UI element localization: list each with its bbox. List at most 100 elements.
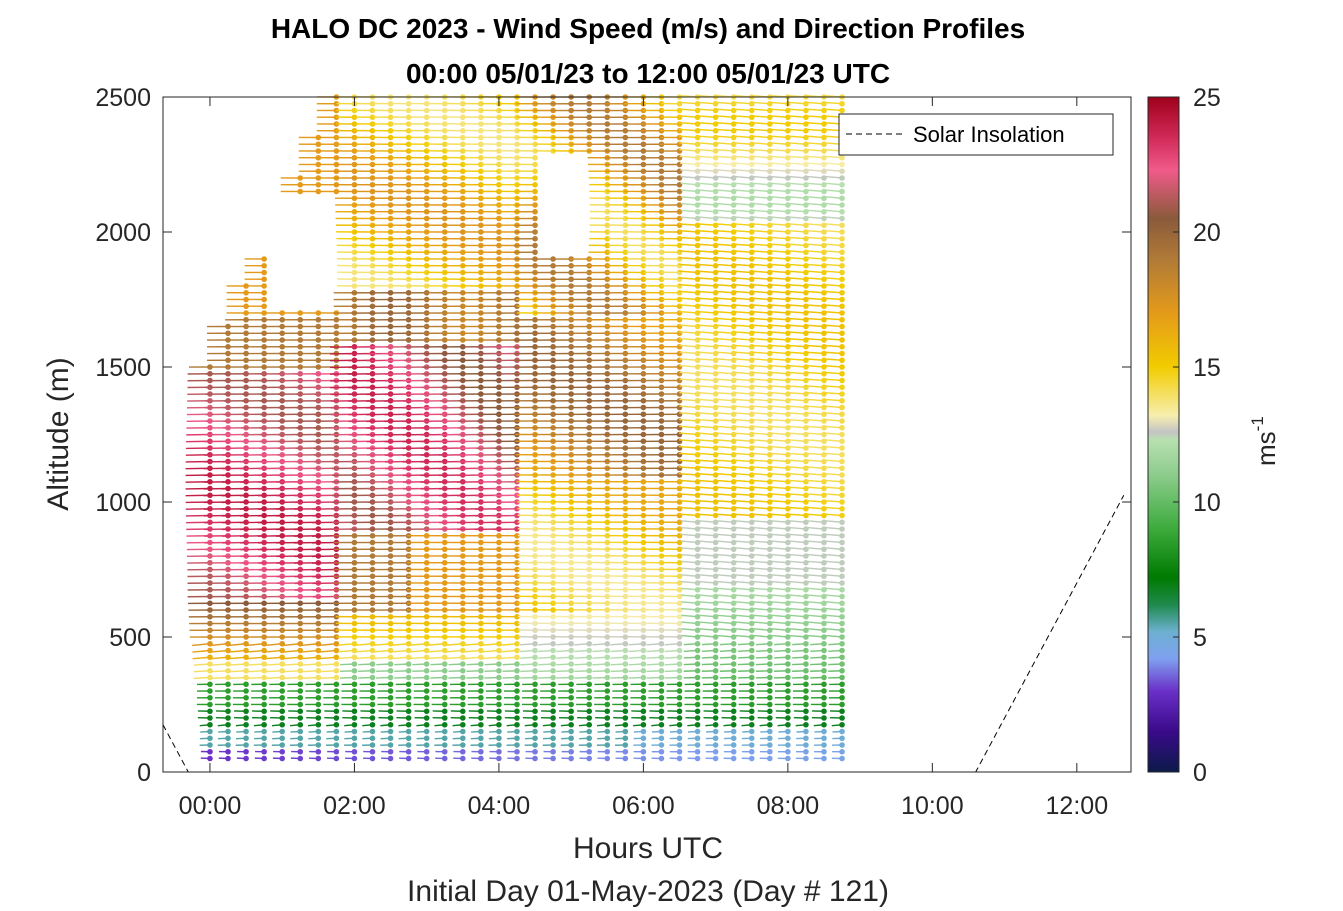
wind-barb-shaft bbox=[192, 649, 211, 653]
wind-barb-dot bbox=[261, 262, 267, 269]
wind-barb-dot bbox=[279, 661, 285, 667]
wind-barb-dot bbox=[333, 688, 340, 694]
wind-barb-dot bbox=[478, 688, 484, 694]
wind-barb-dot bbox=[532, 647, 538, 654]
wind-barb-dot bbox=[694, 640, 701, 647]
wind-barb-dot bbox=[550, 647, 556, 654]
wind-barb-dot bbox=[478, 121, 484, 127]
wind-barb-dot bbox=[550, 755, 556, 762]
wind-barb-dot bbox=[459, 701, 466, 708]
wind-barb-dot bbox=[315, 748, 322, 755]
wind-barb-shaft bbox=[210, 656, 229, 660]
wind-barb-dot bbox=[568, 721, 574, 728]
wind-barb-dot bbox=[478, 708, 484, 715]
wind-barb-dot bbox=[459, 640, 466, 647]
wind-barb-dot bbox=[369, 735, 376, 742]
wind-barb-dot bbox=[622, 688, 629, 694]
wind-barb-dot bbox=[225, 742, 231, 748]
wind-barb-dot bbox=[405, 742, 412, 748]
wind-barb-dot bbox=[622, 701, 629, 708]
wind-barb-dot bbox=[405, 647, 412, 654]
wind-barb-dot bbox=[441, 114, 448, 121]
wind-barb-dot bbox=[243, 715, 249, 721]
wind-barb-dot bbox=[676, 728, 683, 735]
chart-title-line1: HALO DC 2023 - Wind Speed (m/s) and Dire… bbox=[271, 13, 1025, 44]
wind-barb-dot bbox=[225, 755, 231, 762]
wind-barb-dot bbox=[478, 127, 484, 134]
wind-barb-dot bbox=[459, 114, 466, 121]
wind-barb-dot bbox=[550, 715, 556, 721]
wind-barb-dot bbox=[243, 681, 249, 688]
wind-barb-dot bbox=[604, 748, 611, 755]
wind-barb-dot bbox=[243, 748, 249, 755]
wind-barb-dot bbox=[514, 640, 520, 647]
wind-barb-dot bbox=[279, 701, 285, 708]
wind-barb-dot bbox=[550, 674, 556, 681]
wind-barb-dot bbox=[532, 755, 538, 762]
wind-barb-dot bbox=[604, 721, 611, 728]
wind-barb-dot bbox=[604, 667, 611, 674]
wind-barb-dot bbox=[387, 100, 394, 107]
wind-barb-dot bbox=[676, 620, 683, 627]
wind-barb-dot bbox=[496, 735, 502, 742]
wind-barb-dot bbox=[532, 721, 538, 728]
wind-barb-dot bbox=[640, 721, 647, 728]
wind-barb-dot bbox=[478, 154, 484, 161]
wind-barb-dot bbox=[369, 654, 376, 661]
wind-barb-dot bbox=[279, 728, 285, 735]
wind-barb-dot bbox=[405, 715, 412, 721]
wind-barb-dot bbox=[243, 701, 249, 708]
wind-barb-dot bbox=[369, 708, 376, 715]
wind-barb-dot bbox=[694, 688, 701, 694]
wind-barb-dot bbox=[297, 667, 304, 674]
wind-barb-dot bbox=[405, 100, 412, 107]
wind-barb-dot bbox=[315, 674, 322, 681]
wind-barb-dot bbox=[261, 269, 267, 276]
wind-barb-dot bbox=[586, 647, 593, 654]
wind-barb-dot bbox=[351, 276, 358, 283]
wind-barb-dot bbox=[333, 728, 340, 735]
wind-barb-dot bbox=[405, 107, 412, 114]
wind-barb-dot bbox=[586, 728, 593, 735]
wind-barb-dot bbox=[586, 708, 593, 715]
wind-barb-dot bbox=[694, 613, 701, 620]
wind-barb-dot bbox=[550, 708, 556, 715]
wind-barb-dot bbox=[514, 654, 520, 661]
wind-barb-dot bbox=[532, 708, 538, 715]
wind-barb-dot bbox=[405, 728, 412, 735]
wind-barb-dot bbox=[496, 694, 502, 701]
wind-barb-dot bbox=[441, 742, 448, 748]
wind-barb-dot bbox=[459, 688, 466, 694]
wind-barb-shaft bbox=[210, 643, 229, 647]
wind-barb-dot bbox=[369, 640, 376, 647]
wind-barb-dot bbox=[261, 303, 267, 310]
wind-barb-dot bbox=[694, 364, 701, 370]
wind-barb-dot bbox=[387, 661, 394, 667]
wind-barb-dot bbox=[478, 107, 484, 114]
wind-barb-dot bbox=[532, 674, 538, 681]
wind-barb-dot bbox=[604, 688, 611, 694]
wind-barb-dot bbox=[387, 283, 394, 289]
wind-barb-dot bbox=[369, 755, 376, 762]
wind-barb-dot bbox=[225, 674, 231, 681]
wind-barb-dot bbox=[405, 269, 412, 276]
wind-barb-dot bbox=[369, 688, 376, 694]
wind-barb-dot bbox=[550, 742, 556, 748]
wind-barb-dot bbox=[279, 735, 285, 742]
wind-barb-dot bbox=[225, 694, 231, 701]
wind-barb-dot bbox=[478, 735, 484, 742]
wind-barb-dot bbox=[514, 708, 520, 715]
wind-barb-dot bbox=[369, 276, 376, 283]
wind-barb-dot bbox=[387, 701, 394, 708]
wind-barb-shaft bbox=[300, 656, 319, 660]
wind-barb-dot bbox=[387, 276, 394, 283]
wind-barb-dot bbox=[478, 654, 484, 661]
wind-barb-dot bbox=[225, 721, 231, 728]
wind-barb-dot bbox=[279, 694, 285, 701]
wind-barb-dot bbox=[676, 357, 683, 364]
wind-barb-dot bbox=[604, 674, 611, 681]
wind-barb-dot bbox=[459, 748, 466, 755]
wind-barb-dot bbox=[297, 748, 304, 755]
wind-barb-dot bbox=[658, 735, 665, 742]
